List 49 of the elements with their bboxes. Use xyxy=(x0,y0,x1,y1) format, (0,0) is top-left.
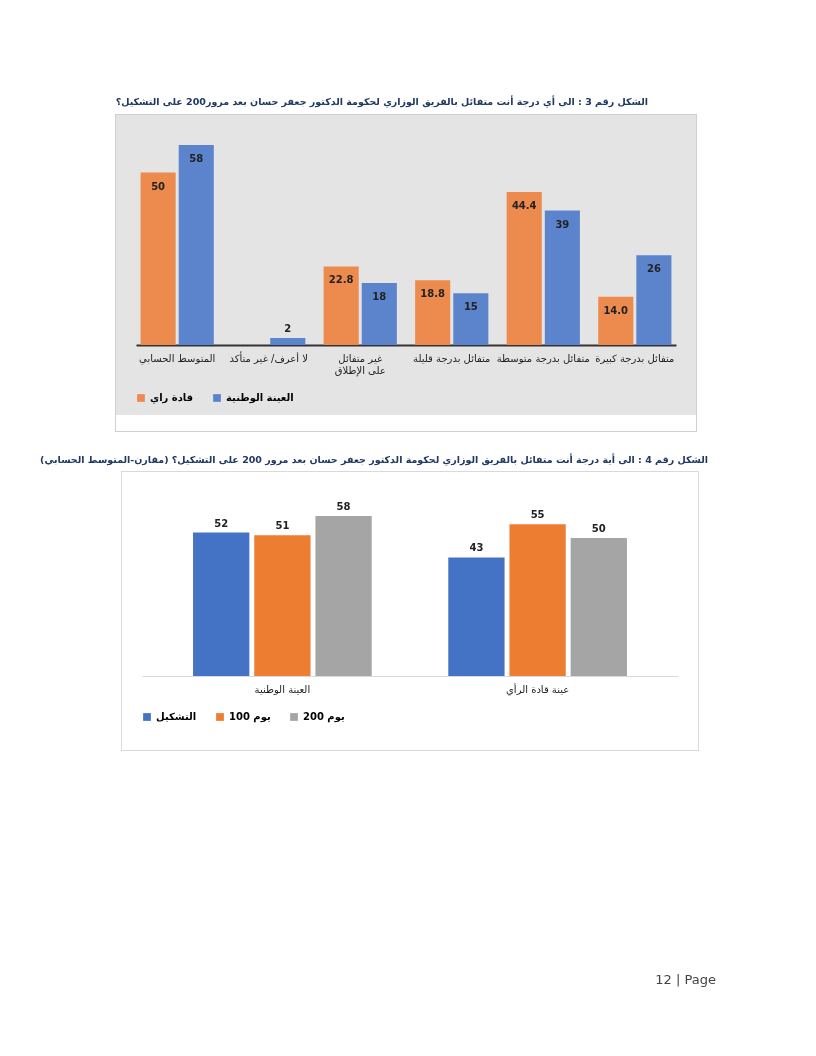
bar xyxy=(570,538,627,676)
data-label: 26 xyxy=(646,263,661,275)
bar xyxy=(193,532,250,676)
data-label: 52 xyxy=(214,517,229,529)
data-label: 58 xyxy=(336,501,351,512)
text: 12 | Page xyxy=(655,972,716,987)
data-label: 15 xyxy=(463,301,478,313)
legend-label: العينة الوطنية xyxy=(226,392,294,404)
x-tick-label: المتوسط الحسابي xyxy=(139,352,216,365)
data-label: 18.8 xyxy=(420,288,446,300)
data-label: 18 xyxy=(372,290,387,302)
bar xyxy=(544,210,580,345)
bar xyxy=(361,282,397,345)
bar xyxy=(509,524,566,676)
bar xyxy=(506,191,542,345)
legend-label: التشكيل xyxy=(156,711,197,722)
x-tick-label: متفائل بدرجة متوسطة xyxy=(496,352,590,364)
data-label: 50 xyxy=(591,523,606,535)
x-tick-label: متفائل بدرجة كبيرة xyxy=(595,352,675,364)
bar xyxy=(254,535,311,676)
data-label: 14.0 xyxy=(603,304,629,316)
data-label: 58 xyxy=(189,153,204,164)
bar xyxy=(415,280,451,345)
legend-label: قادة راي xyxy=(150,392,194,404)
bar xyxy=(448,557,505,676)
bar xyxy=(140,172,176,345)
bar xyxy=(178,145,214,345)
data-label: 22.8 xyxy=(328,274,354,286)
data-label: 2 xyxy=(284,323,292,335)
bar xyxy=(598,296,634,345)
data-label: 51 xyxy=(275,520,290,532)
x-tick-label: متفائل بدرجة قليلة xyxy=(413,352,491,364)
bar xyxy=(270,338,306,345)
bar xyxy=(453,293,489,345)
data-label: 44.4 xyxy=(511,199,537,211)
legend-label: 200 يوم xyxy=(303,711,345,723)
chart-title: الشكل رقم 4 : الى أية درجة أنت متفائل بالفريق الوزاري لحكومة الدكتور جعفر حسان بعد مرور 200 على التشكيل؟ (مقارن-المتوسط الحسابي) xyxy=(40,454,708,465)
x-tick-label: لا أعرف/ غير متأكد xyxy=(229,350,308,364)
x-tick-label: عينة قادة الرأي xyxy=(506,682,570,696)
data-label: 50 xyxy=(151,180,166,192)
data-label: 39 xyxy=(555,218,570,230)
data-label: 55 xyxy=(530,509,545,521)
legend-label: 100 يوم xyxy=(229,711,271,723)
x-tick-label: غير متفائل على الإطلاق xyxy=(334,352,386,377)
bar xyxy=(315,516,372,676)
data-label: 43 xyxy=(469,542,484,554)
bar xyxy=(323,266,359,345)
chart-title: الشكل رقم 3 : الى أي درجة أنت متفائل بالفريق الوزاري لحكومة الدكتور جعفر حسان بعد مرور200 على التشكيل؟ xyxy=(115,96,648,107)
bar xyxy=(636,255,672,345)
